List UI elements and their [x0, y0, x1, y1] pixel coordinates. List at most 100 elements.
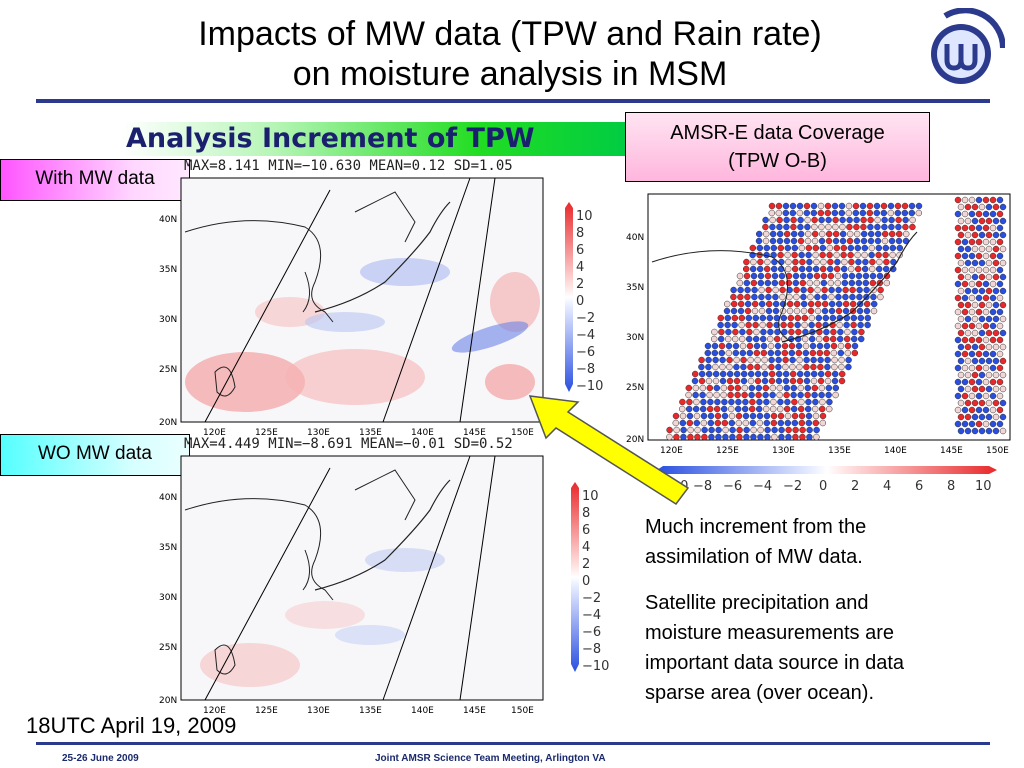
obs-dot [888, 216, 895, 224]
lon-label: 150E [511, 706, 534, 716]
obs-dot [830, 328, 837, 336]
note-importance: Satellite precipitation and moisture mea… [645, 588, 1015, 708]
obs-dot [996, 322, 1004, 330]
obs-dot [846, 223, 853, 231]
obs-dot [800, 286, 807, 294]
obs-dot [775, 363, 782, 371]
obs-dot [749, 398, 756, 406]
obs-dot [961, 238, 969, 246]
obs-dot [672, 419, 680, 427]
obs-dot [795, 349, 803, 357]
obs-dot [996, 420, 1004, 428]
note-line: Satellite precipitation and [645, 592, 869, 614]
obs-dot [968, 392, 976, 400]
obs-dot [717, 314, 725, 322]
obs-dot [756, 412, 764, 420]
swath-edge [459, 177, 496, 423]
obs-dot [909, 223, 916, 231]
obs-dot [810, 209, 818, 217]
obs-dot [835, 300, 843, 308]
obs-dot [797, 216, 804, 224]
obs-dot [762, 230, 770, 238]
obs-dot [758, 293, 765, 301]
obs-dot [726, 356, 733, 364]
obs-dot [839, 237, 847, 245]
obs-dot [856, 307, 864, 315]
obs-dot [692, 384, 700, 392]
obs-dot [985, 203, 993, 211]
obs-dot [766, 335, 774, 343]
obs-dot [992, 357, 1000, 365]
obs-dot [792, 258, 799, 266]
obs-dot [875, 251, 882, 259]
obs-dot [842, 300, 850, 308]
obs-dot [954, 336, 962, 344]
obs-dot [975, 364, 983, 372]
obs-dot [843, 335, 851, 343]
coverage-line-2: (TPW O-B) [728, 150, 827, 172]
obs-dot [968, 350, 976, 358]
increment-negative-area [335, 625, 405, 645]
obs-dot [857, 321, 864, 329]
obs-dot [710, 335, 718, 343]
obs-dot [763, 244, 771, 252]
obs-dot [820, 258, 827, 266]
lat-label: 35N [159, 265, 177, 275]
coastline [302, 549, 310, 591]
obs-dot [791, 251, 798, 259]
obs-dot [786, 293, 793, 301]
obs-dot [770, 244, 778, 252]
obs-dot [707, 412, 715, 420]
obs-dot [839, 216, 846, 224]
obs-dot [799, 426, 806, 434]
obs-dot [773, 335, 781, 343]
obs-dot [982, 210, 990, 218]
obs-dot [996, 364, 1004, 372]
colorbar-tick: −6 [723, 479, 742, 494]
obs-dot [840, 244, 848, 252]
obs-dot [985, 315, 993, 323]
obs-dot [692, 405, 700, 413]
obs-dot [685, 384, 693, 392]
obs-dot [798, 419, 806, 427]
obs-dot [797, 230, 805, 238]
obs-dot [957, 399, 965, 407]
obs-dot [789, 356, 796, 364]
obs-dot [954, 364, 962, 372]
obs-dot [747, 363, 754, 371]
obs-dot [776, 230, 784, 238]
obs-dot [975, 406, 983, 414]
obs-dot [845, 363, 852, 371]
obs-dot [737, 307, 745, 315]
jma-logo-icon [931, 8, 1005, 84]
obs-dot [895, 230, 903, 238]
note-line: important data source in data [645, 652, 905, 674]
obs-dot [957, 217, 965, 225]
obs-dot [769, 223, 776, 231]
obs-dot [999, 259, 1007, 267]
obs-dot [822, 335, 830, 343]
obs-dot [782, 377, 790, 385]
obs-dot [968, 210, 976, 218]
obs-dot [999, 399, 1007, 407]
obs-dot [803, 377, 811, 385]
obs-dot [769, 405, 777, 413]
coastline [354, 469, 416, 521]
obs-dot [996, 350, 1004, 358]
colorbar-with-mw: 10 8 6 4 2 0 −2 −4 −6 −8 −10 [565, 202, 603, 394]
obs-dot [825, 384, 833, 392]
obs-dot [749, 412, 757, 420]
obs-dot [880, 209, 888, 217]
lon-label: 145E [463, 706, 486, 716]
lat-label: 25N [626, 383, 644, 393]
obs-dot [751, 307, 759, 315]
obs-dot [999, 203, 1007, 211]
obs-dot [806, 426, 813, 434]
obs-dot [971, 231, 979, 239]
obs-dot [873, 209, 881, 217]
obs-dot [776, 223, 783, 231]
colorbar-tick: 10 [576, 209, 593, 224]
obs-dot [754, 356, 761, 364]
obs-dot [804, 391, 811, 399]
lat-label: 20N [159, 696, 177, 706]
